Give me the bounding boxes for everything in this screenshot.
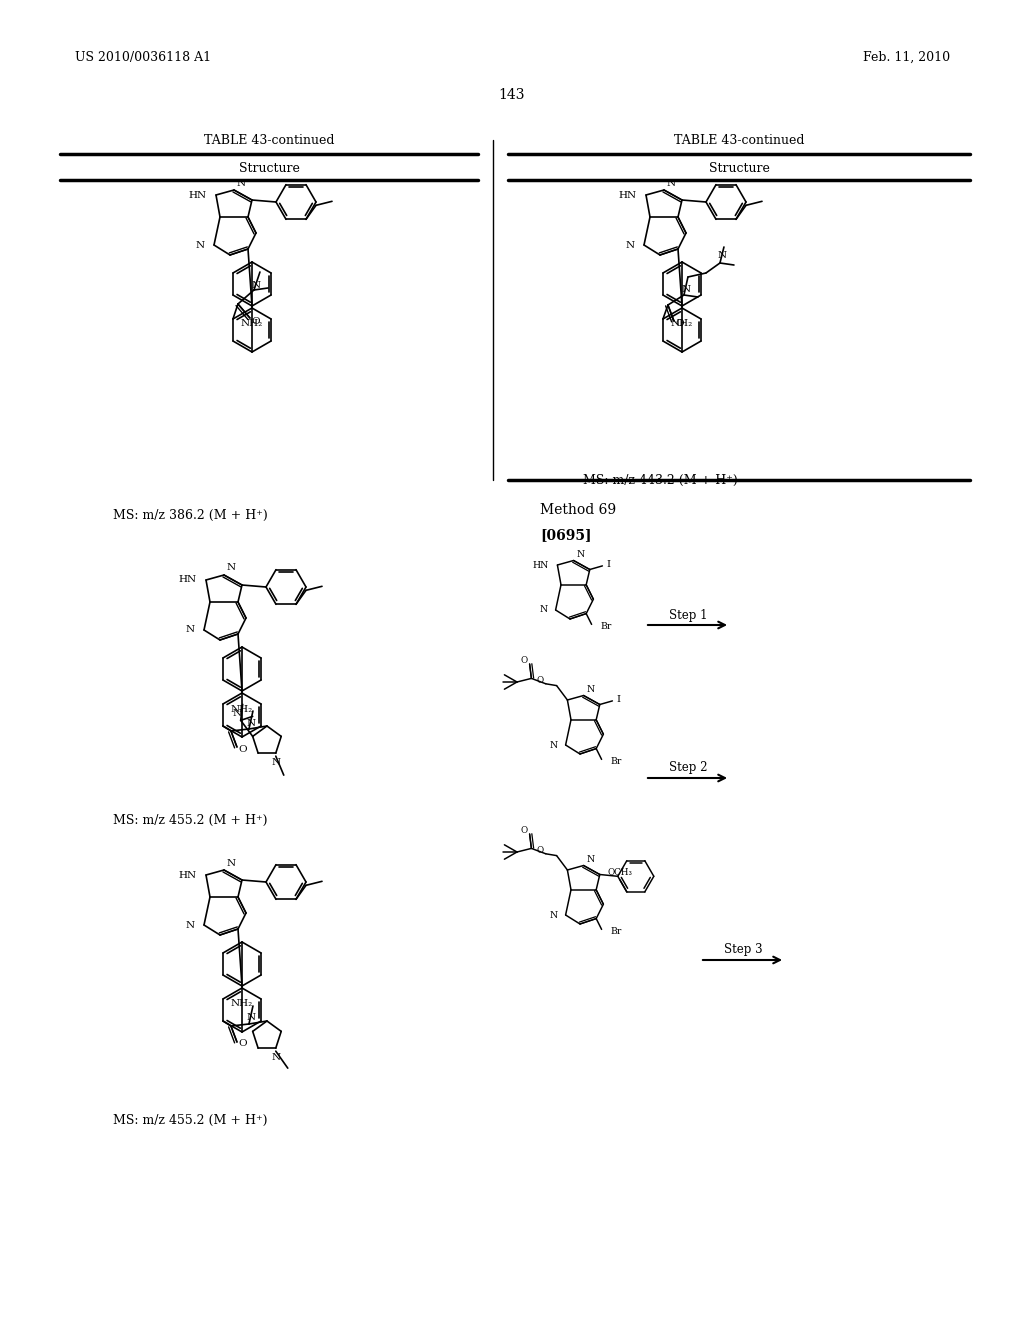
- Text: Feb. 11, 2010: Feb. 11, 2010: [863, 50, 950, 63]
- Text: N: N: [540, 606, 548, 615]
- Text: N: N: [549, 911, 557, 920]
- Text: HN: HN: [532, 561, 549, 569]
- Text: N: N: [227, 858, 237, 867]
- Text: O: O: [537, 676, 544, 685]
- Text: N: N: [247, 718, 256, 727]
- Text: N: N: [587, 855, 595, 863]
- Text: N: N: [227, 564, 237, 573]
- Text: Step 2: Step 2: [669, 762, 708, 775]
- Text: US 2010/0036118 A1: US 2010/0036118 A1: [75, 50, 211, 63]
- Text: N: N: [232, 709, 242, 718]
- Text: 143: 143: [499, 88, 525, 102]
- Text: HN: HN: [179, 870, 197, 879]
- Text: N: N: [186, 626, 195, 635]
- Text: N: N: [186, 920, 195, 929]
- Text: TABLE 43-continued: TABLE 43-continued: [204, 133, 334, 147]
- Text: N: N: [577, 549, 585, 558]
- Text: Br: Br: [601, 622, 612, 631]
- Text: Structure: Structure: [239, 161, 299, 174]
- Text: N: N: [549, 741, 557, 750]
- Text: O: O: [239, 744, 247, 754]
- Text: O: O: [252, 317, 260, 326]
- Text: O: O: [520, 826, 527, 836]
- Text: NH₂: NH₂: [230, 999, 253, 1008]
- Text: OCH₃: OCH₃: [607, 867, 632, 876]
- Text: HN: HN: [618, 190, 637, 199]
- Text: N: N: [196, 240, 205, 249]
- Text: NH₂: NH₂: [241, 319, 263, 329]
- Text: N: N: [271, 1052, 281, 1061]
- Text: O: O: [520, 656, 527, 665]
- Text: N: N: [718, 252, 726, 260]
- Text: Br: Br: [610, 756, 622, 766]
- Text: Method 69: Method 69: [540, 503, 616, 517]
- Text: N: N: [681, 285, 690, 293]
- Text: NH₂: NH₂: [230, 705, 253, 714]
- Text: TABLE 43-continued: TABLE 43-continued: [674, 133, 804, 147]
- Text: MS: m/z 455.2 (M + H⁺): MS: m/z 455.2 (M + H⁺): [113, 1114, 267, 1126]
- Text: O: O: [676, 318, 684, 327]
- Text: N: N: [626, 240, 635, 249]
- Text: O: O: [239, 1040, 247, 1048]
- Text: I: I: [616, 694, 621, 704]
- Text: Structure: Structure: [709, 161, 769, 174]
- Text: O: O: [537, 846, 544, 855]
- Text: MS: m/z 386.2 (M + H⁺): MS: m/z 386.2 (M + H⁺): [113, 508, 267, 521]
- Text: N: N: [271, 758, 281, 767]
- Text: MS: m/z 443.2 (M + H⁺): MS: m/z 443.2 (M + H⁺): [583, 474, 737, 487]
- Text: MS: m/z 455.2 (M + H⁺): MS: m/z 455.2 (M + H⁺): [113, 813, 267, 826]
- Text: I: I: [607, 560, 611, 569]
- Text: N: N: [667, 178, 676, 187]
- Text: Step 3: Step 3: [724, 944, 762, 957]
- Text: N: N: [251, 281, 260, 289]
- Text: N: N: [247, 1014, 256, 1023]
- Text: Br: Br: [610, 927, 622, 936]
- Text: HN: HN: [188, 190, 207, 199]
- Text: N: N: [587, 685, 595, 694]
- Text: N: N: [237, 178, 246, 187]
- Text: NH₂: NH₂: [671, 319, 693, 329]
- Text: Step 1: Step 1: [669, 609, 708, 622]
- Text: HN: HN: [179, 576, 197, 585]
- Text: [0695]: [0695]: [540, 528, 592, 543]
